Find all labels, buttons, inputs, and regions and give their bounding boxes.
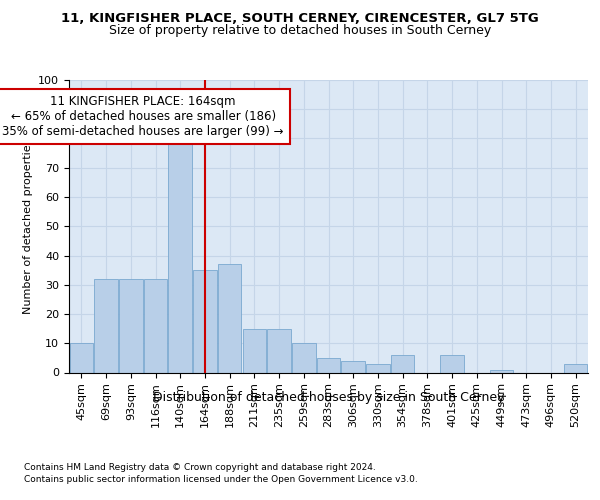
Text: Contains public sector information licensed under the Open Government Licence v3: Contains public sector information licen… [24, 475, 418, 484]
Bar [564, 364, 587, 372]
Text: 11, KINGFISHER PLACE, SOUTH CERNEY, CIRENCESTER, GL7 5TG: 11, KINGFISHER PLACE, SOUTH CERNEY, CIRE… [61, 12, 539, 26]
Text: Contains HM Land Registry data © Crown copyright and database right 2024.: Contains HM Land Registry data © Crown c… [24, 462, 376, 471]
Bar [292, 343, 316, 372]
Bar [119, 279, 143, 372]
Bar [366, 364, 389, 372]
Y-axis label: Number of detached properties: Number of detached properties [23, 138, 33, 314]
Bar [490, 370, 513, 372]
Text: Size of property relative to detached houses in South Cerney: Size of property relative to detached ho… [109, 24, 491, 37]
Bar [218, 264, 241, 372]
Bar [391, 355, 415, 372]
Bar [268, 328, 291, 372]
Bar [94, 279, 118, 372]
Bar [341, 361, 365, 372]
Bar [242, 328, 266, 372]
Text: Distribution of detached houses by size in South Cerney: Distribution of detached houses by size … [153, 391, 505, 404]
Bar [193, 270, 217, 372]
Bar [317, 358, 340, 372]
Bar [70, 343, 93, 372]
Bar [144, 279, 167, 372]
Bar [169, 142, 192, 372]
Bar [440, 355, 464, 372]
Text: 11 KINGFISHER PLACE: 164sqm
← 65% of detached houses are smaller (186)
35% of se: 11 KINGFISHER PLACE: 164sqm ← 65% of det… [2, 94, 284, 138]
